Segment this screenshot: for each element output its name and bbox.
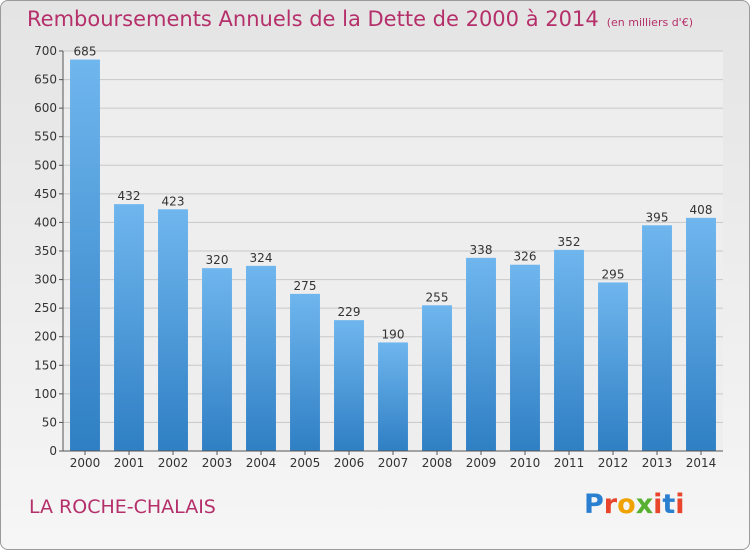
logo-letter: i	[653, 489, 663, 520]
data-label-2004: 324	[250, 251, 273, 265]
y-tick-label: 700	[34, 44, 57, 58]
data-label-2001: 432	[118, 189, 141, 203]
bar-2010	[510, 264, 540, 451]
y-tick-label: 500	[34, 158, 57, 172]
data-label-2005: 275	[294, 279, 317, 293]
city-name: LA ROCHE-CHALAIS	[29, 496, 216, 518]
y-tick-label: 100	[34, 387, 57, 401]
x-tick-label-2000: 2000	[70, 456, 101, 470]
y-tick-label: 600	[34, 101, 57, 115]
y-tick-label: 550	[34, 130, 57, 144]
logo-letter: r	[603, 489, 618, 520]
data-label-2013: 395	[646, 210, 669, 224]
y-tick-label: 350	[34, 244, 57, 258]
x-tick-label-2009: 2009	[466, 456, 497, 470]
x-tick-label-2012: 2012	[598, 456, 629, 470]
proxiti-logo: Proxiti	[584, 489, 685, 520]
y-tick-label: 200	[34, 330, 57, 344]
x-tick-label-2013: 2013	[642, 456, 673, 470]
chart-title: Remboursements Annuels de la Dette de 20…	[27, 7, 693, 31]
data-label-2012: 295	[602, 267, 625, 281]
x-tick-label-2005: 2005	[290, 456, 321, 470]
logo-letter: i	[675, 489, 685, 520]
bar-2014	[686, 217, 716, 451]
bar-2000	[70, 59, 100, 451]
bar-2002	[158, 209, 188, 451]
data-label-2011: 352	[558, 235, 581, 249]
bar-2007	[378, 342, 408, 451]
y-tick-label: 300	[34, 273, 57, 287]
y-tick-label: 650	[34, 73, 57, 87]
data-label-2006: 229	[338, 305, 361, 319]
axes: 0 50 100 150 200 250 300 350 400 450 500 550 600 650 7…	[34, 44, 723, 470]
y-tick-label: 250	[34, 301, 57, 315]
bar-2011	[554, 249, 584, 451]
x-tick-label-2004: 2004	[246, 456, 277, 470]
y-tick-label: 450	[34, 187, 57, 201]
bar-2012	[598, 282, 628, 451]
logo-letter: o	[617, 489, 636, 520]
x-tick-label-2006: 2006	[334, 456, 365, 470]
data-label-2002: 423	[162, 194, 185, 208]
data-label-2014: 408	[690, 203, 713, 217]
chart-title-text: Remboursements Annuels de la Dette de 20…	[27, 7, 599, 31]
x-tick-label-2014: 2014	[686, 456, 717, 470]
data-label-2000: 685	[74, 45, 97, 59]
y-tick-label: 0	[49, 444, 57, 458]
bars: 685 432 423 320 324 275 229 190 255 338 326 352 295 3…	[70, 45, 716, 451]
y-tick-label: 50	[42, 415, 57, 429]
x-tick-label-2001: 2001	[114, 456, 145, 470]
x-tick-label-2007: 2007	[378, 456, 409, 470]
data-label-2009: 338	[470, 243, 493, 257]
data-label-2003: 320	[206, 253, 229, 267]
x-tick-label-2008: 2008	[422, 456, 453, 470]
data-label-2008: 255	[426, 290, 449, 304]
chart-unit: (en milliers d'€)	[606, 16, 693, 29]
bar-2006	[334, 320, 364, 451]
y-tick-label: 400	[34, 215, 57, 229]
bar-2004	[246, 265, 276, 451]
data-label-2010: 326	[514, 250, 537, 264]
bar-2003	[202, 268, 232, 451]
logo-letter: P	[584, 489, 604, 520]
data-label-2007: 190	[382, 327, 405, 341]
x-tick-label-2002: 2002	[158, 456, 189, 470]
logo-letter: t	[662, 489, 676, 520]
bar-2013	[642, 225, 672, 451]
x-tick-label-2010: 2010	[510, 456, 541, 470]
bar-2008	[422, 305, 452, 451]
bar-2009	[466, 257, 496, 451]
bar-2005	[290, 293, 320, 451]
bar-2001	[114, 204, 144, 451]
x-tick-label-2003: 2003	[202, 456, 233, 470]
y-tick-label: 150	[34, 358, 57, 372]
logo-letter: x	[635, 489, 654, 520]
x-tick-label-2011: 2011	[554, 456, 585, 470]
